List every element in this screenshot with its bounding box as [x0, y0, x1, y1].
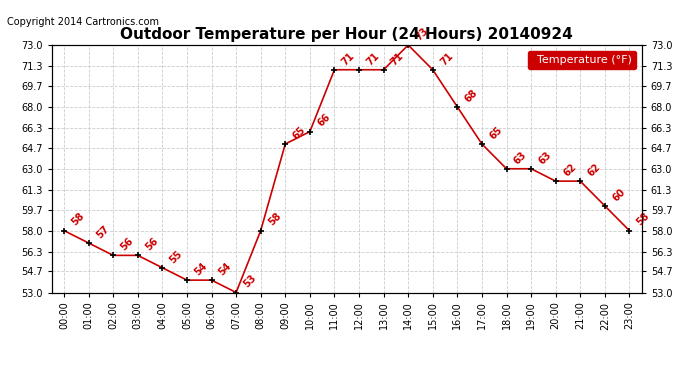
Text: 65: 65: [290, 124, 308, 141]
Text: 68: 68: [463, 87, 480, 104]
Text: 62: 62: [586, 162, 602, 178]
Text: 65: 65: [487, 124, 504, 141]
Text: 56: 56: [119, 236, 135, 253]
Text: 66: 66: [315, 112, 332, 129]
Text: 63: 63: [537, 149, 553, 166]
Text: 57: 57: [94, 224, 111, 240]
Text: 53: 53: [241, 273, 258, 290]
Text: 71: 71: [438, 50, 455, 67]
Text: 71: 71: [389, 50, 406, 67]
Text: 71: 71: [340, 50, 357, 67]
Text: Copyright 2014 Cartronics.com: Copyright 2014 Cartronics.com: [7, 17, 159, 27]
Text: 54: 54: [217, 261, 234, 278]
Text: 54: 54: [193, 261, 209, 278]
Text: 55: 55: [168, 248, 184, 265]
Text: 58: 58: [70, 211, 86, 228]
Text: 62: 62: [561, 162, 578, 178]
Text: 63: 63: [512, 149, 529, 166]
Text: 56: 56: [144, 236, 160, 253]
Text: 60: 60: [611, 186, 627, 203]
Legend: Temperature (°F): Temperature (°F): [528, 51, 636, 69]
Text: 58: 58: [635, 211, 651, 228]
Text: 71: 71: [364, 50, 381, 67]
Text: 73: 73: [414, 26, 431, 42]
Title: Outdoor Temperature per Hour (24 Hours) 20140924: Outdoor Temperature per Hour (24 Hours) …: [120, 27, 573, 42]
Text: 58: 58: [266, 211, 283, 228]
